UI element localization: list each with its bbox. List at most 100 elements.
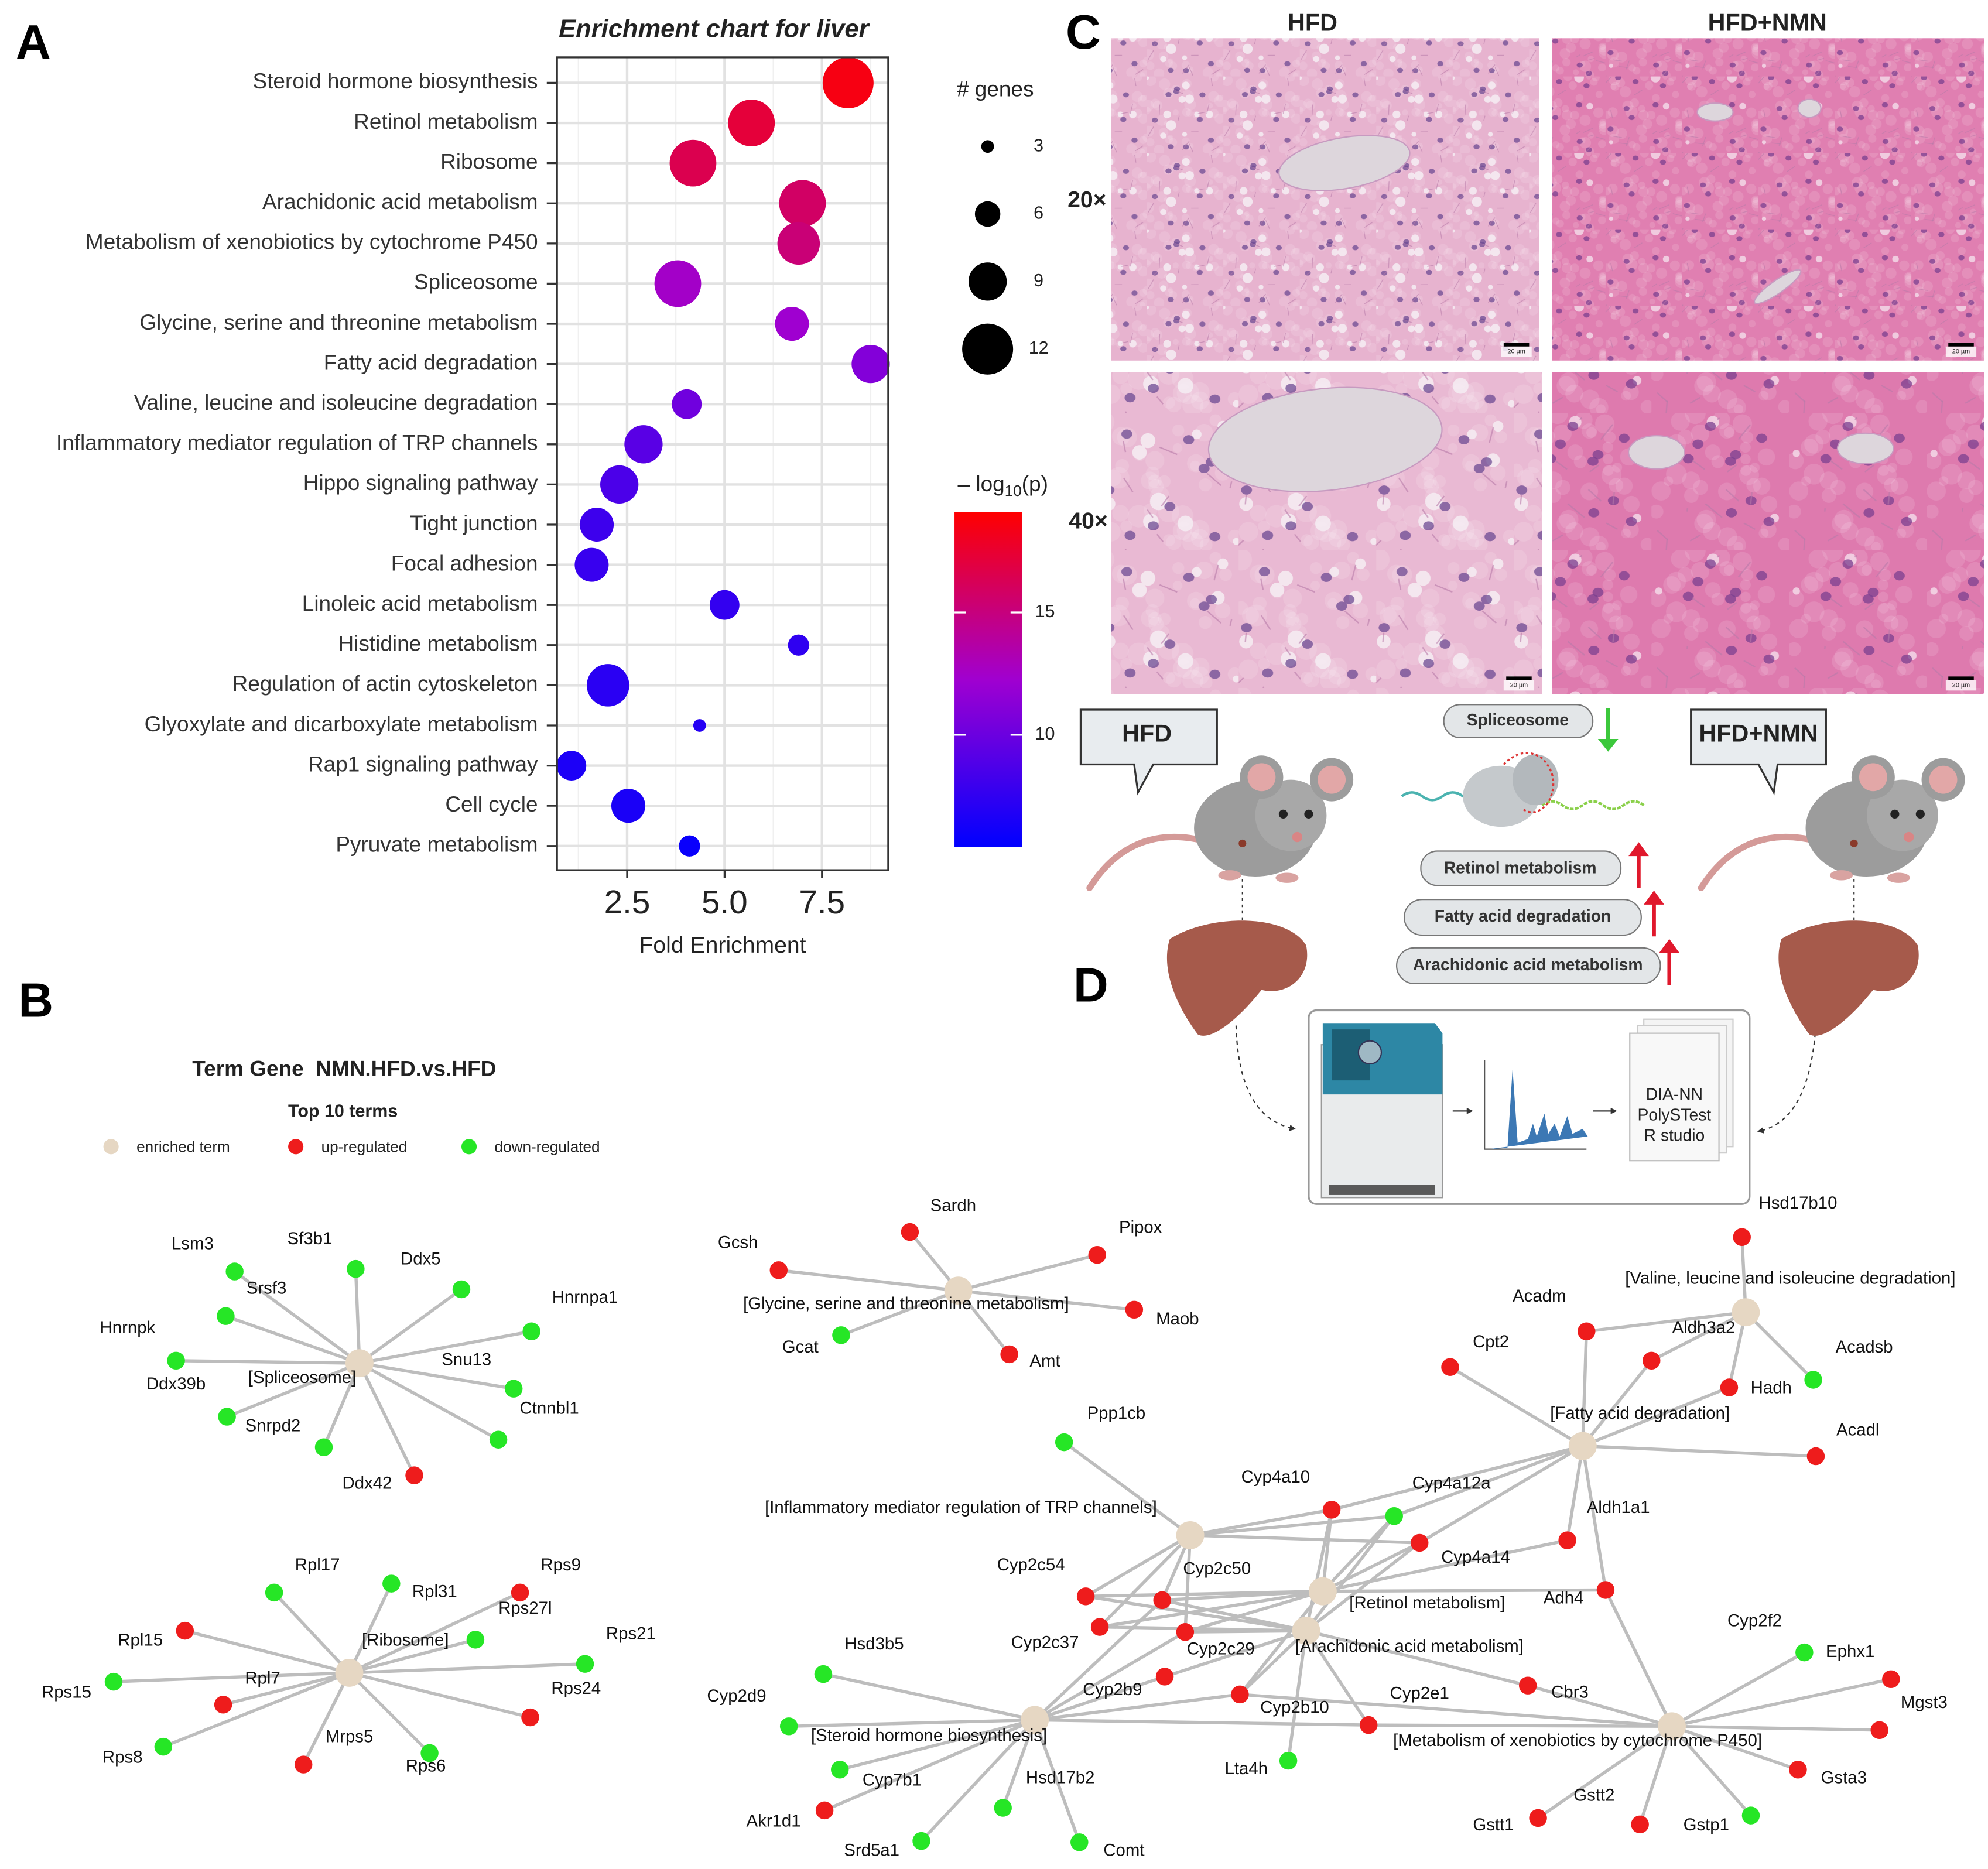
- mouse-ear-inner: [1859, 763, 1887, 792]
- pathway-up: Arachidonic acid metabolism: [1413, 955, 1643, 974]
- network-subtitle: Top 10 terms: [288, 1101, 398, 1121]
- micrograph: [1111, 38, 1539, 361]
- node-label: Cyp4a12a: [1412, 1474, 1491, 1493]
- edge: [1084, 1533, 1191, 1598]
- edge: [1671, 1678, 1891, 1728]
- edge: [1604, 1589, 1674, 1727]
- pathway-up: Fatty acid degradation: [1435, 906, 1611, 925]
- row-label: 20×: [1067, 187, 1106, 213]
- edge: [1565, 1446, 1585, 1541]
- edge: [1185, 1590, 1323, 1634]
- edge: [1672, 1724, 1880, 1732]
- rna: [1541, 800, 1645, 810]
- edge: [348, 1671, 431, 1754]
- y-tick-label: Valine, leucine and isoleucine degradati…: [134, 391, 538, 415]
- x-tick-label: 7.5: [799, 884, 845, 920]
- chromatogram-axes: [1484, 1060, 1587, 1150]
- node-label: Rps8: [102, 1747, 143, 1767]
- bubble: [822, 57, 874, 108]
- node-label: Rpl7: [245, 1669, 280, 1688]
- gene-node: [294, 1755, 313, 1774]
- link: [1235, 1025, 1296, 1131]
- edge: [348, 1638, 476, 1675]
- scale-bar: [1948, 343, 1974, 347]
- node-label: Cyp2c37: [1011, 1633, 1079, 1652]
- node-label: Ctnnbl1: [520, 1398, 579, 1418]
- instrument-base: [1329, 1185, 1435, 1195]
- node-label: Hnrnpk: [100, 1318, 156, 1337]
- edge: [162, 1671, 350, 1748]
- node-label: Ddx42: [343, 1474, 392, 1493]
- vessel: [1207, 386, 1443, 492]
- gene-node: [214, 1696, 232, 1714]
- edge: [1586, 1310, 1746, 1333]
- gene-node: [1631, 1815, 1649, 1834]
- mouse-foot: [1218, 870, 1241, 881]
- vessel: [1836, 432, 1894, 465]
- scale-bar-bg: [1945, 680, 1977, 691]
- edge: [1449, 1365, 1584, 1447]
- edge: [789, 1718, 1035, 1728]
- size-legend-mark: [962, 323, 1014, 375]
- schematic: HFD HFD+NMN Spliceosome Retinol metaboli…: [1079, 704, 1855, 1205]
- gene-node: [225, 1262, 244, 1281]
- edge: [322, 1363, 361, 1448]
- colorbar-label: 10: [1035, 724, 1055, 744]
- mouse-foot: [1829, 870, 1853, 881]
- network-title: Term Gene NMN.HFD.vs.HFD: [192, 1056, 496, 1080]
- gene-node: [1558, 1531, 1576, 1549]
- gene-node: [1596, 1581, 1615, 1599]
- edge: [359, 1330, 532, 1365]
- edge: [1034, 1693, 1240, 1722]
- edge: [348, 1583, 393, 1674]
- size-legend-mark: [981, 140, 994, 153]
- node-label: Hadh: [1751, 1378, 1792, 1397]
- edge: [225, 1315, 360, 1365]
- x-axis-label: Fold Enrichment: [639, 933, 806, 958]
- plot-area: [557, 57, 888, 871]
- color-legend-title: – log10(p): [958, 472, 1048, 499]
- edge: [1418, 1444, 1584, 1545]
- node-label: Lsm3: [172, 1234, 214, 1254]
- gene-node: [1795, 1643, 1814, 1662]
- y-tick-label: Pyruvate metabolism: [336, 833, 538, 857]
- scale-bar-bg: [1945, 346, 1977, 357]
- mouse-nose: [1292, 831, 1303, 843]
- gene-node: [521, 1708, 539, 1727]
- edge: [1321, 1515, 1395, 1593]
- mouse-foot: [1275, 872, 1299, 883]
- node-label: Hsd17b10: [1759, 1193, 1838, 1213]
- pill: [1443, 704, 1594, 738]
- pill: [1420, 850, 1622, 886]
- y-tick-label: Spliceosome: [414, 270, 538, 294]
- panel-letter: D: [1073, 957, 1108, 1012]
- edge: [1304, 1509, 1333, 1631]
- edge: [1671, 1651, 1805, 1728]
- edge: [1238, 1630, 1308, 1696]
- node-label: Aldh3a2: [1672, 1318, 1736, 1337]
- bubble: [574, 547, 609, 582]
- edge: [234, 1270, 361, 1365]
- node-label: Cyp2e1: [1390, 1684, 1449, 1703]
- node-label: [Steroid hormone biosynthesis]: [811, 1726, 1047, 1745]
- y-tick-label: Linoleic acid metabolism: [302, 591, 538, 615]
- node-label: Gstp1: [1684, 1815, 1729, 1834]
- edge: [1744, 1311, 1815, 1381]
- edge: [1086, 1589, 1323, 1598]
- y-tick-label: Retinol metabolism: [354, 109, 538, 134]
- vessel: [1797, 98, 1822, 118]
- scale-bar-label: 20 µm: [1952, 348, 1970, 355]
- link: [1757, 1025, 1817, 1134]
- size-legend-label: 9: [1034, 271, 1043, 290]
- node-label: Acadm: [1513, 1286, 1566, 1306]
- panel-letter: C: [1066, 5, 1101, 59]
- mouse-eye: [1278, 809, 1288, 819]
- gene-node: [347, 1259, 365, 1278]
- bubble: [775, 307, 809, 341]
- node-label: Cyp2b9: [1083, 1680, 1142, 1699]
- node-label: [Arachidonic acid metabolism]: [1295, 1637, 1524, 1656]
- node-label: Rpl17: [295, 1555, 340, 1574]
- gene-node: [176, 1621, 194, 1640]
- edge: [1393, 1444, 1583, 1518]
- edge: [957, 1253, 1098, 1292]
